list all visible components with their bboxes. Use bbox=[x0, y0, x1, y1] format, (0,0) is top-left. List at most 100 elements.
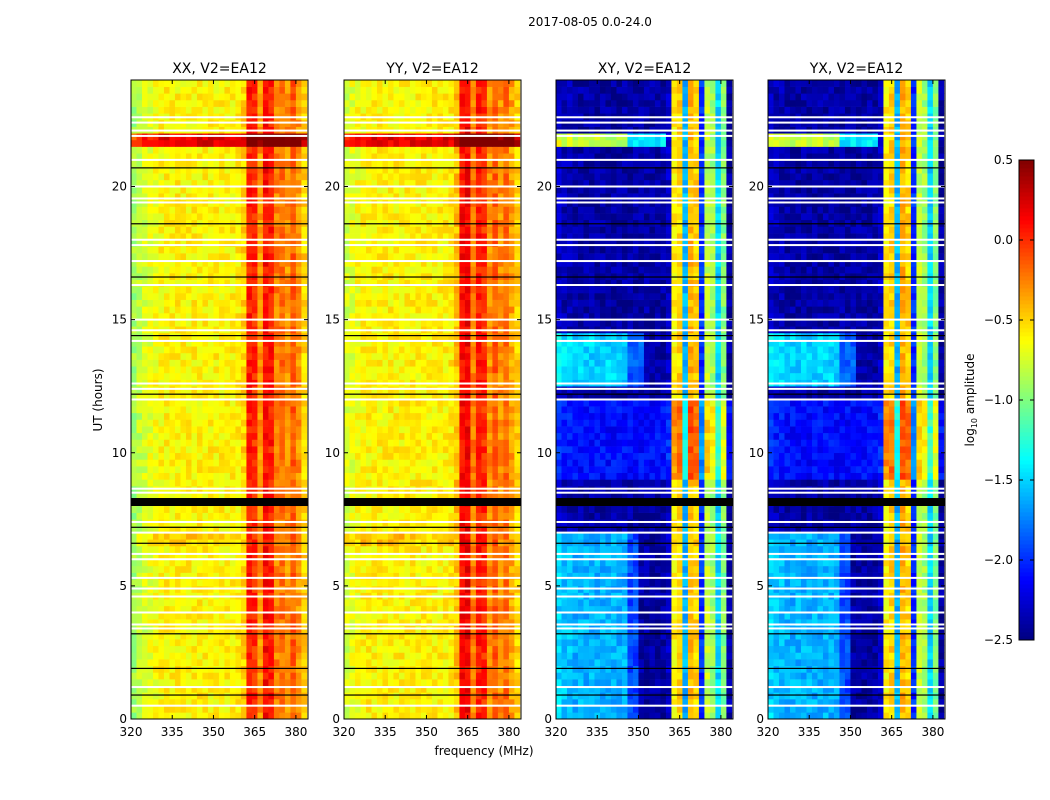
heatmap-cell bbox=[409, 492, 416, 500]
heatmap-cell bbox=[180, 159, 187, 167]
heatmap-cell bbox=[158, 446, 165, 454]
heatmap-cell bbox=[464, 346, 471, 354]
heatmap-cell bbox=[453, 392, 460, 400]
heatmap-cell bbox=[431, 512, 438, 520]
heatmap-cell bbox=[464, 705, 471, 713]
heatmap-cell bbox=[453, 372, 460, 380]
x-tick-label: 335 bbox=[161, 725, 184, 739]
heatmap-cell bbox=[224, 552, 231, 560]
heatmap-cell bbox=[365, 559, 372, 567]
heatmap-cell bbox=[207, 645, 214, 653]
heatmap-cell bbox=[393, 699, 400, 706]
heatmap-cell bbox=[486, 472, 493, 480]
heatmap-cell bbox=[279, 233, 286, 241]
heatmap-cell bbox=[486, 406, 493, 414]
heatmap-cell bbox=[279, 146, 286, 154]
heatmap-cell bbox=[163, 399, 170, 407]
heatmap-cell bbox=[136, 166, 143, 174]
heatmap-cell bbox=[257, 699, 264, 706]
heatmap-cell bbox=[196, 193, 203, 201]
heatmap-cell bbox=[224, 419, 231, 427]
heatmap-cell bbox=[218, 392, 225, 400]
heatmap-cell bbox=[141, 366, 148, 374]
heatmap-cell bbox=[180, 319, 187, 327]
heatmap-cell bbox=[240, 173, 247, 181]
heatmap-cell bbox=[365, 332, 372, 340]
heatmap-cell bbox=[453, 452, 460, 460]
heatmap-cell bbox=[158, 93, 165, 101]
heatmap-cell bbox=[169, 672, 176, 680]
heatmap-cell bbox=[196, 665, 203, 673]
heatmap-cell bbox=[290, 632, 297, 640]
heatmap-cell bbox=[492, 632, 499, 640]
heatmap-cell bbox=[393, 545, 400, 553]
heatmap-cell bbox=[360, 439, 367, 447]
heatmap-cell bbox=[224, 332, 231, 340]
heatmap-cell bbox=[470, 479, 477, 487]
heatmap-cell bbox=[224, 605, 231, 613]
heatmap-cell bbox=[240, 632, 247, 640]
heatmap-cell bbox=[349, 446, 356, 454]
heatmap-cell bbox=[376, 692, 383, 700]
heatmap-cell bbox=[141, 239, 148, 247]
heatmap-cell bbox=[448, 466, 455, 474]
heatmap-cell bbox=[431, 492, 438, 500]
heatmap-cell bbox=[398, 705, 405, 713]
heatmap-cell bbox=[284, 139, 291, 147]
heatmap-cell bbox=[224, 306, 231, 314]
heatmap-cell bbox=[404, 619, 411, 627]
heatmap-cell bbox=[141, 406, 148, 414]
heatmap-cell bbox=[376, 639, 383, 647]
heatmap-cell bbox=[344, 645, 350, 653]
heatmap-cell bbox=[224, 193, 231, 201]
heatmap-cell bbox=[141, 659, 148, 667]
heatmap-cell bbox=[387, 679, 394, 687]
heatmap-cell bbox=[486, 652, 493, 660]
heatmap-cell bbox=[202, 632, 209, 640]
heatmap-cell bbox=[464, 372, 471, 380]
heatmap-cell bbox=[240, 213, 247, 221]
heatmap-cell bbox=[235, 525, 242, 533]
heatmap-cell bbox=[437, 506, 444, 513]
heatmap-cell bbox=[459, 619, 466, 627]
heatmap-cell bbox=[246, 139, 253, 147]
heatmap-cell bbox=[246, 406, 253, 414]
heatmap-cell bbox=[295, 665, 302, 673]
heatmap-cell bbox=[202, 239, 209, 247]
flagged-row-white bbox=[131, 129, 308, 132]
heatmap-cell bbox=[141, 452, 148, 460]
heatmap-cell bbox=[169, 479, 176, 487]
heatmap-cell bbox=[136, 226, 143, 234]
heatmap-cell bbox=[442, 366, 449, 374]
heatmap-cell bbox=[437, 426, 444, 434]
heatmap-cell bbox=[229, 439, 236, 447]
heatmap-cell bbox=[481, 685, 488, 693]
heatmap-cell bbox=[448, 452, 455, 460]
heatmap-cell bbox=[180, 359, 187, 367]
heatmap-cell bbox=[290, 639, 297, 647]
heatmap-cell bbox=[268, 426, 275, 434]
heatmap-cell bbox=[295, 532, 302, 540]
heatmap-cell bbox=[147, 512, 154, 520]
heatmap-cell bbox=[163, 246, 170, 254]
heatmap-cell bbox=[257, 259, 264, 267]
heatmap-cell bbox=[301, 565, 308, 573]
heatmap-cell bbox=[279, 139, 286, 147]
heatmap-cell bbox=[131, 352, 137, 360]
heatmap-cell bbox=[191, 639, 198, 647]
heatmap-cell bbox=[481, 419, 488, 427]
heatmap-cell bbox=[218, 206, 225, 214]
heatmap-cell bbox=[207, 705, 214, 713]
heatmap-cell bbox=[295, 685, 302, 693]
heatmap-cell bbox=[191, 659, 198, 667]
heatmap-cell bbox=[163, 419, 170, 427]
heatmap-cell bbox=[420, 672, 427, 680]
heatmap-cell bbox=[163, 159, 170, 167]
heatmap-cell bbox=[169, 572, 176, 580]
heatmap-cell bbox=[235, 399, 242, 407]
heatmap-cell bbox=[268, 193, 275, 201]
heatmap-cell bbox=[409, 565, 416, 573]
heatmap-cell bbox=[251, 426, 258, 434]
heatmap-cell bbox=[163, 286, 170, 294]
heatmap-cell bbox=[196, 492, 203, 500]
